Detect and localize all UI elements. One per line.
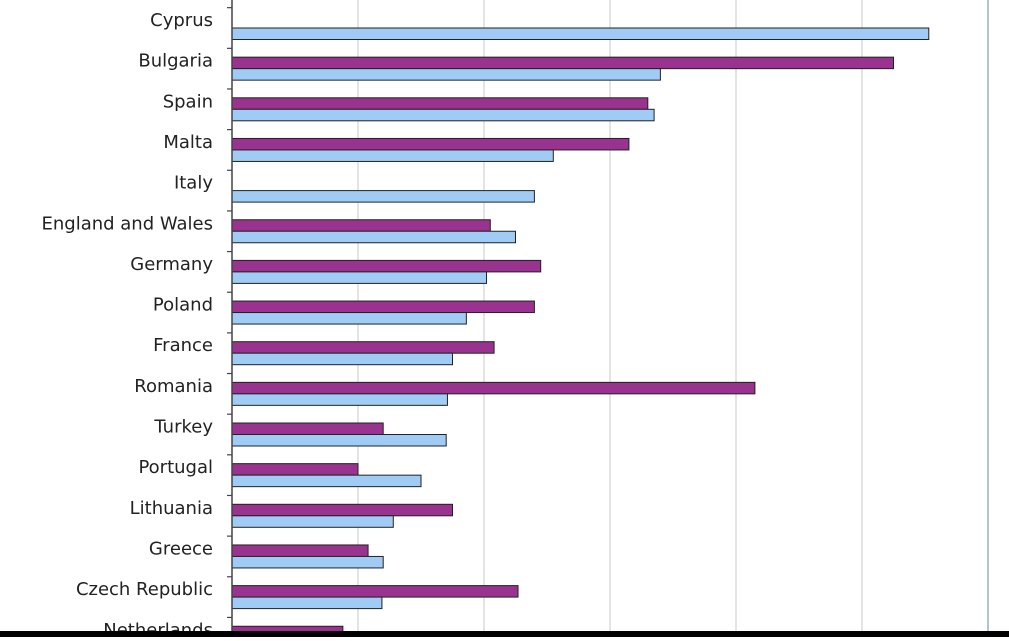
bar-series-1 bbox=[231, 341, 495, 354]
category-label: England and Wales bbox=[41, 213, 213, 234]
bar-series-2 bbox=[231, 108, 655, 122]
bar-series-2 bbox=[231, 149, 554, 162]
bar-series-1 bbox=[231, 97, 649, 110]
bar-series-2 bbox=[231, 190, 535, 203]
bar-series-2 bbox=[231, 271, 488, 284]
bar-series-2 bbox=[231, 515, 394, 528]
category-label: Bulgaria bbox=[138, 51, 213, 72]
category-label: Lithuania bbox=[130, 498, 213, 519]
category-label: Greece bbox=[149, 538, 213, 559]
bar-series-2 bbox=[231, 474, 422, 488]
bar-series-1 bbox=[231, 463, 359, 476]
category-label: Malta bbox=[163, 132, 213, 153]
bar-series-1 bbox=[231, 422, 384, 435]
bar-series-2 bbox=[231, 596, 383, 610]
category-label: France bbox=[153, 335, 213, 356]
bar-series-2 bbox=[231, 68, 661, 81]
bar-series-2 bbox=[231, 230, 516, 244]
category-label: Romania bbox=[134, 376, 213, 397]
axis-layer bbox=[227, 0, 989, 637]
bar-series-2 bbox=[231, 312, 467, 325]
bar-series-2 bbox=[231, 555, 384, 569]
bar-series-2 bbox=[231, 352, 453, 366]
category-label: Poland bbox=[153, 295, 213, 316]
category-label: Spain bbox=[163, 91, 213, 112]
bar-series-1 bbox=[231, 56, 894, 70]
category-label: Turkey bbox=[153, 417, 213, 438]
category-label: Italy bbox=[174, 173, 213, 194]
bar-series-1 bbox=[231, 544, 369, 557]
bar-series-2 bbox=[231, 393, 448, 406]
chart-bottom-frame bbox=[0, 631, 1009, 637]
bar-series-1 bbox=[231, 503, 453, 517]
bar-series-1 bbox=[231, 300, 535, 314]
category-labels: Cyprus Bulgaria Spain Malta Italy England and… bbox=[41, 10, 213, 641]
bar-series-1 bbox=[231, 219, 491, 232]
category-label: Germany bbox=[130, 254, 213, 275]
category-label: Portugal bbox=[138, 457, 213, 478]
bar-series-1 bbox=[231, 137, 630, 151]
category-label: Cyprus bbox=[150, 10, 213, 31]
bar-series-1 bbox=[231, 381, 756, 395]
bars-layer bbox=[231, 27, 930, 641]
bar-series-2 bbox=[231, 434, 447, 447]
bar-series-1 bbox=[231, 259, 542, 273]
category-label: Czech Republic bbox=[76, 579, 213, 600]
bar-series-1 bbox=[231, 585, 519, 598]
bar-series-2 bbox=[231, 27, 930, 40]
